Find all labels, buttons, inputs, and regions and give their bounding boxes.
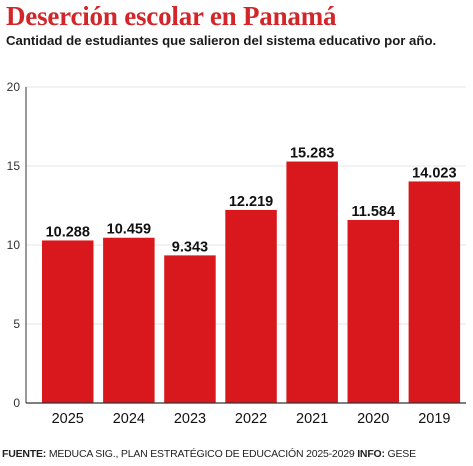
bar [408,181,461,403]
info-label: INFO: [357,448,385,460]
x-tick-label: 2025 [52,411,84,427]
bar [225,209,277,403]
bar [103,237,155,403]
chart-subtitle: Cantidad de estudiantes que salieron del… [6,33,437,48]
bar-value-label: 15.283 [290,146,334,162]
bar-value-label: 14.023 [412,165,456,181]
source-footer: FUENTE: MEDUCA SIG., PLAN ESTRATÉGICO DE… [2,448,416,460]
x-tick-label: 2019 [418,411,450,427]
bar [286,161,338,403]
x-tick-label: 2021 [296,411,328,427]
bar [164,255,216,403]
y-tick-label: 10 [7,238,21,252]
x-tick-label: 2022 [235,411,267,427]
x-tick-label: 2023 [174,411,206,427]
y-tick-label: 15 [7,159,21,173]
bar [42,240,94,403]
x-tick-label: 2024 [113,411,145,427]
bar-value-label: 10.459 [107,222,151,238]
bar-value-label: 11.584 [351,204,395,220]
bar-value-label: 12.219 [229,194,273,210]
y-tick-label: 5 [13,317,20,331]
bar-value-label: 9.343 [172,239,208,255]
info-text: GESE [387,448,417,460]
chart-title: Deserción escolar en Panamá [6,1,337,31]
source-text: MEDUCA SIG., PLAN ESTRATÉGICO DE EDUCACI… [48,448,355,460]
bar [347,219,399,403]
bar-value-label: 10.288 [46,224,90,240]
source-label: FUENTE: [2,448,47,460]
x-tick-label: 2020 [357,411,389,427]
y-tick-label: 20 [7,80,21,94]
y-tick-label: 0 [13,396,20,410]
